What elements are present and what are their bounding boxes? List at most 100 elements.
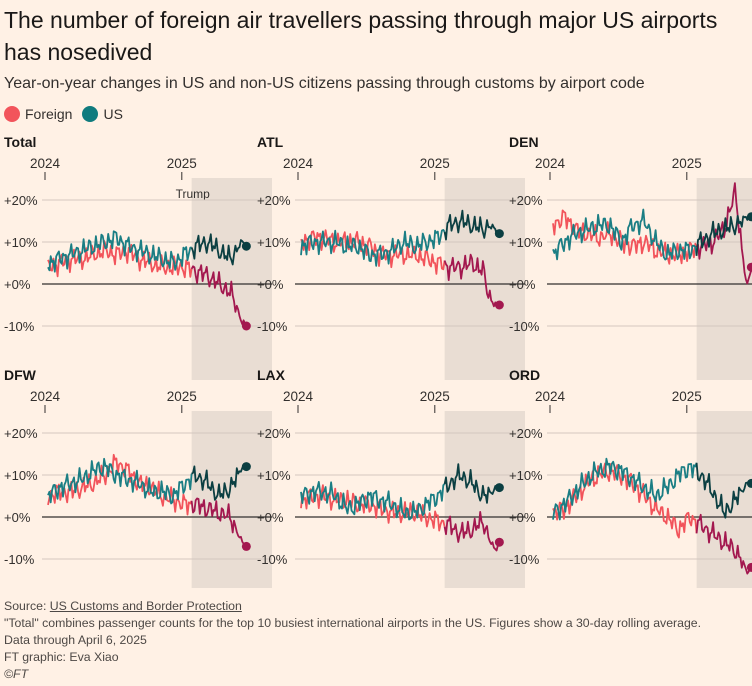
trump-shade xyxy=(191,178,272,380)
series-line-us-trump xyxy=(695,462,752,519)
end-point-us xyxy=(241,462,251,472)
chart-subtitle: Year-on-year changes in US and non-US ci… xyxy=(4,75,645,92)
end-point-foreign xyxy=(494,537,504,547)
x-tick-label: 2025 xyxy=(167,156,197,171)
legend-item-foreign: Foreign xyxy=(4,106,72,122)
source-link[interactable]: US Customs and Border Protection xyxy=(49,599,242,613)
series-line-foreign xyxy=(300,484,446,532)
source-line: Source: US Customs and Border Protection xyxy=(4,598,701,615)
x-tick-label: 2025 xyxy=(420,389,450,404)
series-line-foreign-trump xyxy=(443,510,501,552)
y-tick-label: +10% xyxy=(4,468,38,483)
series-line-foreign xyxy=(47,240,193,279)
x-tick-label: 2025 xyxy=(420,156,450,171)
panel-den: DEN 2024 2025 +20% +10% +0% -10% xyxy=(509,134,752,380)
y-tick-label: +0% xyxy=(4,510,31,525)
y-tick-label: -10% xyxy=(257,552,288,567)
series-line-foreign-trump xyxy=(190,264,248,326)
y-tick-label: +20% xyxy=(257,193,291,208)
y-tick-label: -10% xyxy=(509,319,540,334)
series-line-foreign xyxy=(47,453,193,516)
panel-title: DEN xyxy=(509,134,539,150)
footer: Source: US Customs and Border Protection… xyxy=(4,598,701,683)
y-tick-label: -10% xyxy=(257,319,288,334)
legend-swatch-us xyxy=(82,106,99,122)
legend-label-us: US xyxy=(103,106,123,122)
y-tick-label: +0% xyxy=(4,277,31,292)
y-tick-label: +0% xyxy=(509,277,536,292)
series-line-us xyxy=(47,230,192,273)
x-tick-label: 2024 xyxy=(535,389,566,404)
y-tick-label: +20% xyxy=(509,426,543,441)
x-tick-label: 2024 xyxy=(535,156,566,171)
x-tick-label: 2024 xyxy=(30,389,61,404)
y-tick-label: +20% xyxy=(509,193,543,208)
end-point-foreign xyxy=(746,562,752,572)
panel-title: DFW xyxy=(4,367,37,383)
series-line-foreign-trump xyxy=(695,182,752,285)
x-tick-label: 2025 xyxy=(672,156,702,171)
y-tick-label: +20% xyxy=(257,426,291,441)
panel-title: ORD xyxy=(509,367,540,383)
source-label: Source: xyxy=(4,599,50,613)
y-tick-label: +10% xyxy=(509,235,543,250)
panel-dfw: DFW 2024 2025 +20% +10% +0% -10% xyxy=(4,367,272,588)
end-point-us xyxy=(746,212,752,222)
series-line-us-trump xyxy=(695,214,752,256)
x-tick-label: 2024 xyxy=(283,156,314,171)
graphic-credit: FT graphic: Eva Xiao xyxy=(4,650,119,664)
trump-annotation: Trump xyxy=(176,187,211,201)
series-line-us xyxy=(47,457,193,505)
panel-title: LAX xyxy=(257,367,286,383)
series-line-us xyxy=(300,481,446,521)
x-tick-label: 2025 xyxy=(672,389,702,404)
small-multiples-chart: Total Trump 2024 2025 +20% +10% +0% -10% ATL 2024… xyxy=(4,134,752,588)
trump-shade xyxy=(696,178,752,380)
series-line-us xyxy=(552,457,698,521)
series-line-foreign-trump xyxy=(695,513,752,575)
end-point-foreign xyxy=(241,541,251,551)
y-tick-label: +10% xyxy=(257,468,291,483)
x-tick-label: 2025 xyxy=(167,389,197,404)
series-line-us xyxy=(552,208,698,261)
y-tick-label: +10% xyxy=(257,235,291,250)
legend-label-foreign: Foreign xyxy=(25,106,73,122)
y-tick-label: +0% xyxy=(257,277,284,292)
y-tick-label: +20% xyxy=(4,193,38,208)
panel-lax: LAX 2024 2025 +20% +10% +0% -10% xyxy=(257,367,525,588)
chart-title: The number of foreign air travellers pas… xyxy=(4,7,718,65)
end-point-us xyxy=(494,229,504,239)
y-tick-label: -10% xyxy=(4,552,35,567)
panel-atl: ATL 2024 2025 +20% +10% +0% -10% xyxy=(257,134,525,380)
legend: Foreign US xyxy=(4,106,133,122)
copyright: ©FT xyxy=(4,667,29,681)
series-line-us-trump xyxy=(190,233,248,266)
y-tick-label: +20% xyxy=(4,426,38,441)
series-line-foreign-trump xyxy=(190,497,248,550)
panel-ord: ORD 2024 2025 +20% +10% +0% -10% xyxy=(509,367,752,588)
legend-item-us: US xyxy=(82,106,123,122)
end-point-foreign xyxy=(241,321,251,331)
series-line-us-trump xyxy=(191,464,247,501)
series-line-us-trump xyxy=(443,209,500,241)
y-tick-label: -10% xyxy=(4,319,35,334)
series-line-us xyxy=(300,229,446,267)
end-point-foreign xyxy=(494,300,504,310)
x-tick-label: 2024 xyxy=(30,156,61,171)
end-point-us xyxy=(494,483,504,493)
series-line-foreign-trump xyxy=(443,253,501,308)
y-tick-label: -10% xyxy=(509,552,540,567)
legend-swatch-foreign xyxy=(4,106,20,122)
data-through: Data through April 6, 2025 xyxy=(4,633,147,647)
footnote: "Total" combines passenger counts for th… xyxy=(4,616,702,630)
y-tick-label: +0% xyxy=(257,510,284,525)
end-point-us xyxy=(746,478,752,488)
panel-total: Total Trump 2024 2025 +20% +10% +0% -10% xyxy=(4,134,272,380)
y-tick-label: +0% xyxy=(509,510,536,525)
x-tick-label: 2024 xyxy=(283,389,314,404)
end-point-us xyxy=(241,241,251,251)
panel-title: Total xyxy=(4,134,36,150)
panel-title: ATL xyxy=(257,134,284,150)
y-tick-label: +10% xyxy=(4,235,38,250)
end-point-foreign xyxy=(746,262,752,272)
